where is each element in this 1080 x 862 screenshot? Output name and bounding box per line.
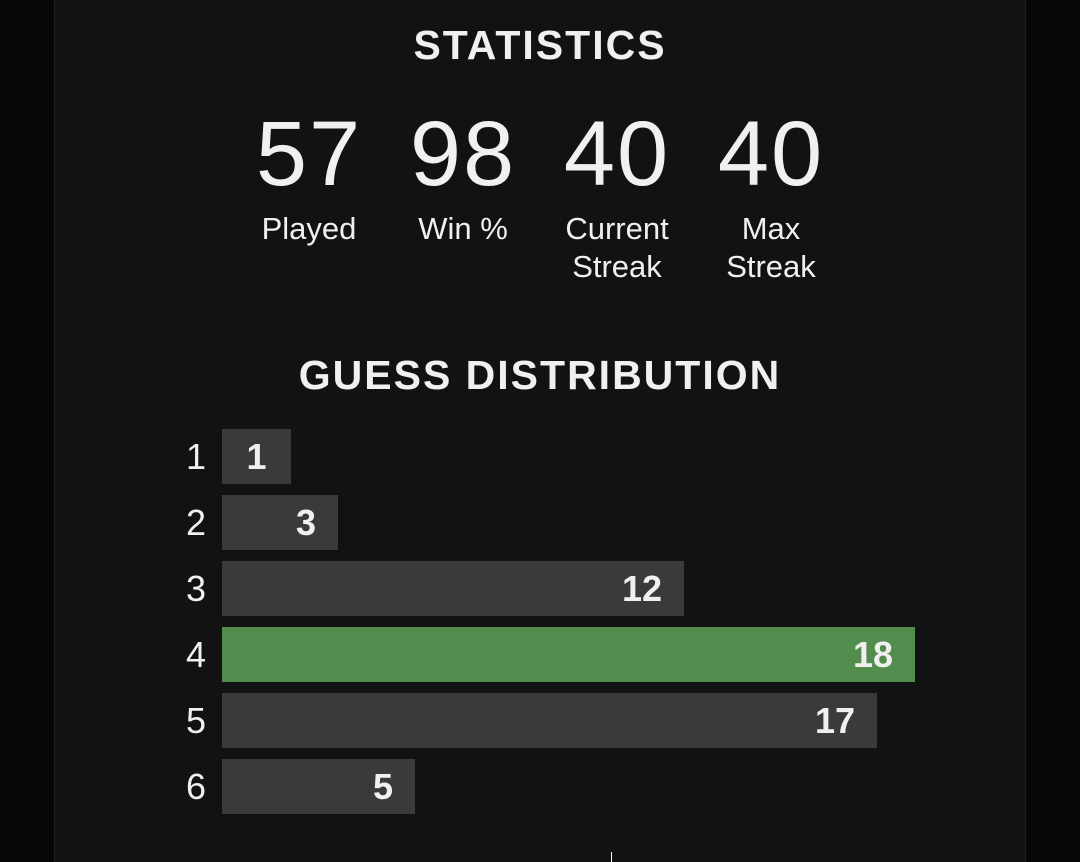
- guess-distribution: 1 1 2 3 3 12 4 18 5 17 6 5: [186, 429, 946, 825]
- distribution-row-guess: 4: [186, 633, 207, 675]
- stat-max-streak-label: Max Streak: [726, 211, 816, 284]
- distribution-row-guess: 2: [186, 501, 207, 543]
- distribution-bar-count: 1: [246, 435, 267, 477]
- distribution-bar: 12: [222, 561, 684, 616]
- backdrop-left: [0, 0, 54, 862]
- distribution-bar: 5: [222, 759, 415, 814]
- statistics-title: STATISTICS: [413, 22, 667, 68]
- text-cursor: [611, 852, 612, 862]
- distribution-row: 3 12: [186, 561, 946, 616]
- stat-win-percent: 98 Win %: [386, 104, 540, 286]
- guess-distribution-title: GUESS DISTRIBUTION: [298, 352, 782, 398]
- distribution-bar-count: 3: [295, 501, 316, 543]
- stat-win-percent-label: Win %: [418, 211, 508, 246]
- distribution-row-guess: 3: [186, 567, 207, 609]
- distribution-row: 5 17: [186, 693, 946, 748]
- stat-current-streak: 40 Current Streak: [540, 104, 694, 286]
- statistics-modal: STATISTICS 57 Played 98 Win % 40 Current…: [54, 0, 1026, 862]
- distribution-row: 4 18: [186, 627, 946, 682]
- stats-container: 57 Played 98 Win % 40 Current Streak 40 …: [55, 104, 1025, 286]
- distribution-bar-count: 12: [621, 567, 662, 609]
- distribution-row-guess: 1: [186, 435, 207, 477]
- distribution-bar: 18: [222, 627, 915, 682]
- stat-win-percent-value: 98: [409, 103, 517, 205]
- distribution-bar-count: 18: [852, 633, 893, 675]
- stat-played-label: Played: [261, 211, 357, 246]
- stat-max-streak: 40 Max Streak: [694, 104, 848, 286]
- distribution-bar-count: 17: [814, 699, 855, 741]
- distribution-bar: 1: [222, 429, 291, 484]
- distribution-bar-count: 5: [372, 765, 393, 807]
- backdrop-right: [1026, 0, 1080, 862]
- stat-played: 57 Played: [232, 104, 386, 286]
- stat-current-streak-label: Current Streak: [565, 211, 669, 284]
- distribution-bar: 17: [222, 693, 877, 748]
- stat-current-streak-value: 40: [563, 103, 671, 205]
- stat-played-value: 57: [255, 103, 363, 205]
- distribution-bar: 3: [222, 495, 338, 550]
- distribution-row-guess: 5: [186, 699, 207, 741]
- stat-max-streak-value: 40: [717, 103, 825, 205]
- distribution-row-guess: 6: [186, 765, 207, 807]
